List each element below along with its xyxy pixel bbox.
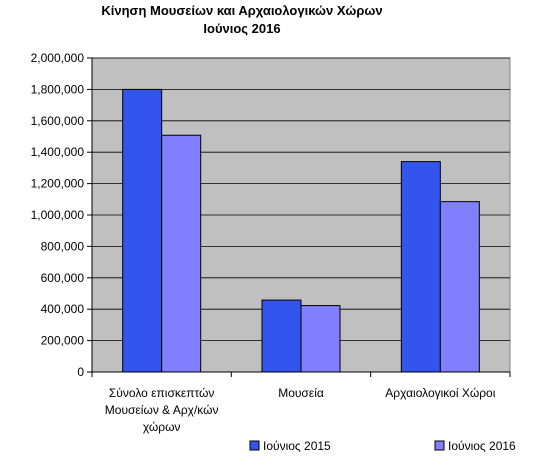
x-category-label: Αρχαιολογικοί Χώροι <box>385 386 495 400</box>
x-category-label: Σύνολο επισκεπτών <box>109 386 215 400</box>
bar <box>300 305 341 373</box>
y-tick-label: 200,000 <box>41 334 85 348</box>
legend-label: Ιούνιος 2016 <box>448 439 516 453</box>
x-category-label: Μουσείων & Αρχ/κών <box>105 403 219 417</box>
y-tick-label: 400,000 <box>41 302 85 316</box>
bar <box>122 88 163 373</box>
bar <box>261 299 302 373</box>
x-category-label: χώρων <box>143 420 181 434</box>
y-tick-label: 2,000,000 <box>31 51 85 65</box>
y-tick-label: 1,400,000 <box>31 145 85 159</box>
bar <box>439 201 480 373</box>
chart-title: Κίνηση Μουσείων και Αρχαιολογικών Χώρων <box>101 3 382 18</box>
y-tick-label: 600,000 <box>41 271 85 285</box>
x-axis: Σύνολο επισκεπτών Μουσείων & Αρχ/κών χώρων… <box>91 371 511 434</box>
y-axis: 0 200,000 400,000 600,000 800,000 1,000,000 1,… <box>31 51 93 379</box>
legend-label: Ιούνιος 2015 <box>263 439 331 453</box>
y-tick-label: 1,000,000 <box>31 208 85 222</box>
legend: Ιούνιος 2015 Ιούνιος 2016 <box>249 439 516 453</box>
legend-swatch <box>249 440 260 451</box>
bar <box>161 134 202 373</box>
bar <box>400 161 441 373</box>
y-tick-label: 0 <box>77 365 84 379</box>
y-tick-label: 800,000 <box>41 239 85 253</box>
y-tick-label: 1,200,000 <box>31 177 85 191</box>
x-category-label: Μουσεία <box>278 386 324 400</box>
bars <box>122 88 480 373</box>
y-tick-label: 1,800,000 <box>31 82 85 96</box>
chart-subtitle: Ιούνιος 2016 <box>203 21 280 36</box>
legend-swatch <box>434 440 445 451</box>
y-tick-label: 1,600,000 <box>31 114 85 128</box>
